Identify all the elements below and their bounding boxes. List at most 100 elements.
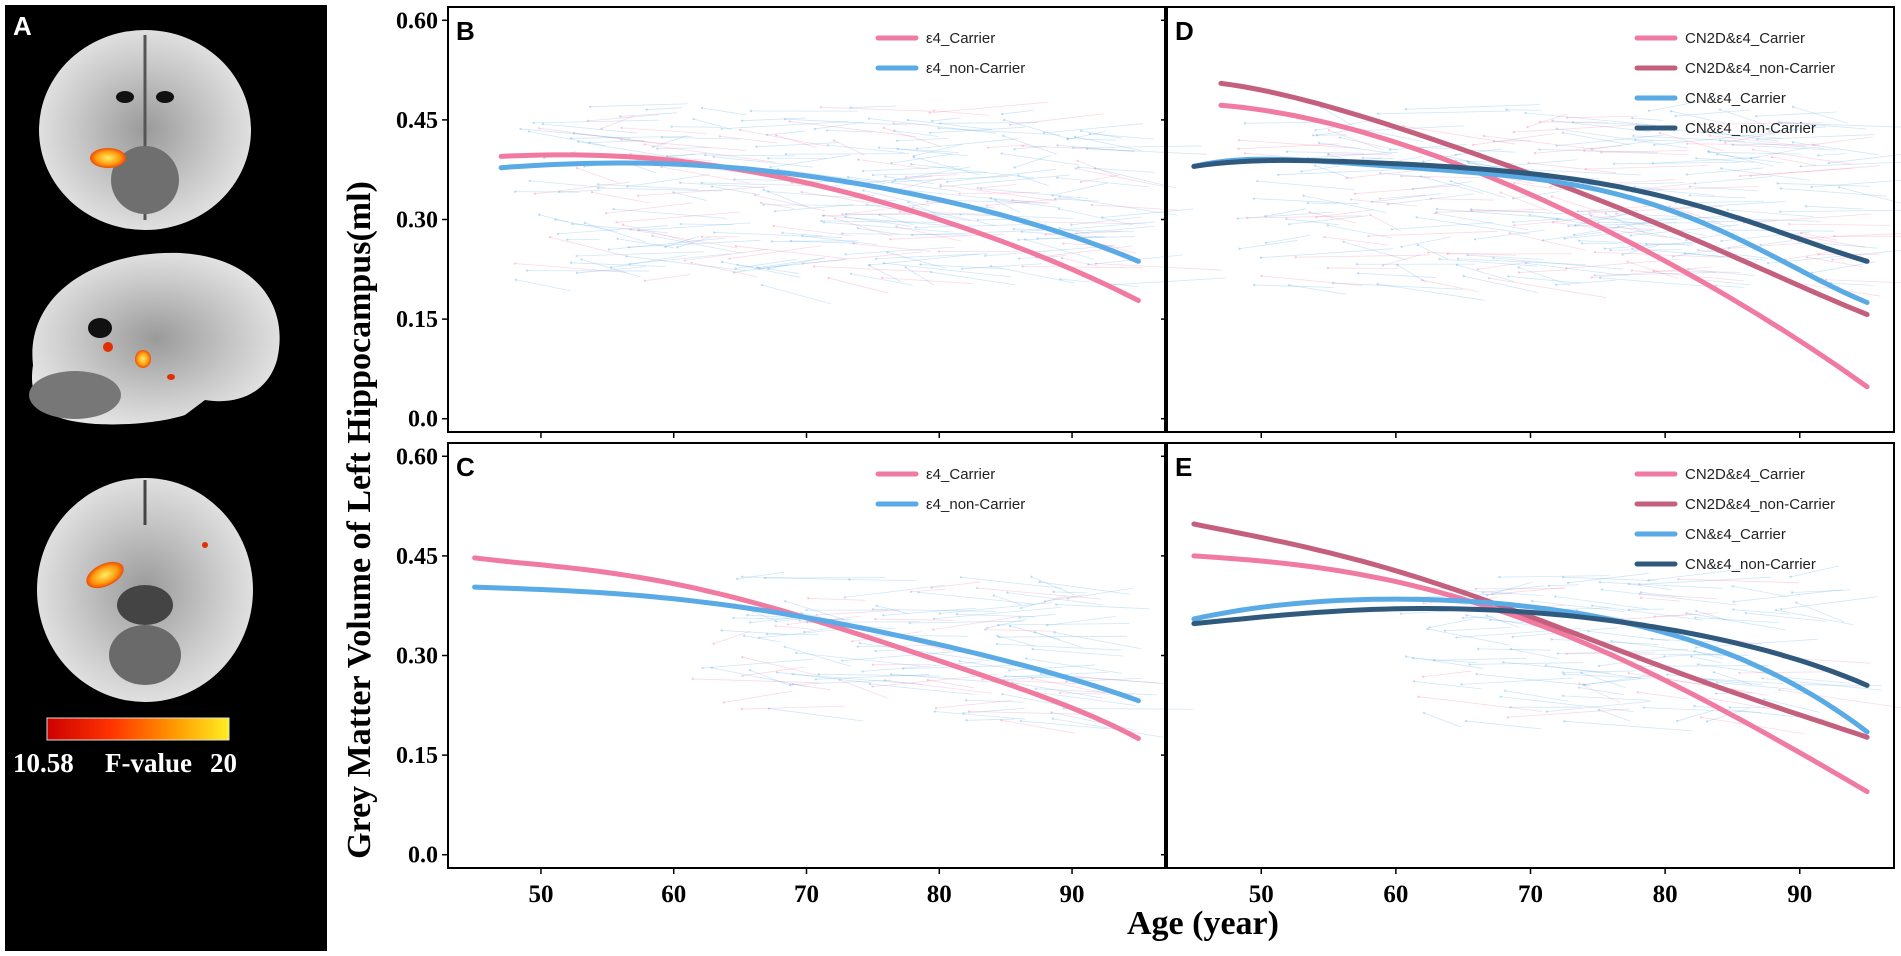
trajectory-line [598, 183, 699, 190]
trajectory-point [929, 270, 933, 274]
trajectory-line [1012, 682, 1103, 699]
trajectory-line [1506, 109, 1542, 111]
trajectory-point [1030, 575, 1033, 579]
trajectory-point [833, 217, 837, 220]
trajectory-point [1001, 692, 1004, 696]
trajectory-point [1621, 253, 1624, 256]
trajectory-point [660, 165, 663, 169]
trajectory-point [1260, 274, 1263, 278]
trajectory-point [1464, 719, 1468, 723]
trajectory-line [1091, 204, 1178, 211]
trajectory-line [570, 135, 693, 139]
trajectory-line [578, 141, 684, 160]
trajectory-line [1032, 678, 1106, 694]
trajectory-point [1588, 211, 1591, 215]
trajectory-point [1087, 263, 1090, 266]
trajectory-line [1686, 167, 1764, 176]
x-tick-label: 60 [1383, 881, 1408, 908]
trajectory-line [1604, 241, 1696, 250]
trajectory-line [1727, 209, 1814, 218]
trajectory-point [660, 136, 664, 139]
trajectory-point [1727, 247, 1730, 250]
trajectory-point [1683, 252, 1686, 255]
trajectory-point [989, 264, 992, 268]
trajectory-point [538, 127, 541, 130]
trajectory-line [1534, 145, 1623, 154]
trajectory-line [868, 118, 997, 134]
trajectory-point [820, 219, 823, 223]
trajectory-line [1057, 144, 1136, 153]
trajectory-point [789, 239, 792, 243]
trajectory-line [850, 105, 897, 108]
trajectory-line [1601, 589, 1737, 606]
x-tick-label: 70 [794, 881, 819, 908]
trajectory-point [525, 269, 529, 272]
trajectory-point [1770, 155, 1774, 159]
trajectory-line [876, 605, 909, 615]
legend-label: CN2D&ε4_non-Carrier [1685, 496, 1835, 513]
trajectory-line [573, 132, 648, 143]
y-tick-label: 0.30 [396, 208, 438, 234]
trajectory-point [795, 651, 798, 655]
trajectory-line [673, 191, 707, 201]
trajectory-line [1057, 177, 1149, 188]
trajectory-line [1539, 149, 1658, 153]
trajectory-point [758, 636, 761, 639]
trajectory-line [1825, 279, 1901, 284]
trajectory-line [1528, 162, 1617, 174]
trajectory-point [1779, 607, 1783, 611]
series-curve-e-2 [1191, 596, 1870, 735]
trajectory-line [1555, 279, 1616, 286]
trajectory-line [628, 239, 761, 248]
trajectory-point [1751, 148, 1755, 151]
trajectory-line [1790, 565, 1840, 578]
trajectory-point [1804, 205, 1808, 208]
trajectory-point [1551, 221, 1555, 224]
trajectory-line [1805, 205, 1864, 210]
trajectory-line [1628, 608, 1664, 611]
trajectory-point [637, 228, 640, 232]
trajectory-point [670, 125, 673, 128]
trajectory-point [683, 259, 686, 262]
trajectory-point [1632, 134, 1635, 138]
trajectory-point [1072, 146, 1075, 149]
trajectory-point [1509, 705, 1512, 709]
trajectory-point [1417, 695, 1420, 698]
trajectory-line [584, 222, 647, 243]
trajectory-point [1688, 194, 1692, 197]
trajectory-point [856, 645, 859, 648]
trajectory-line [1052, 718, 1168, 739]
trajectory-point [1696, 123, 1699, 126]
trajectory-line [1037, 692, 1136, 706]
trajectory-line [1630, 224, 1739, 236]
trajectory-line [1694, 650, 1724, 660]
trajectory-point [1690, 655, 1693, 658]
trajectory-line [933, 606, 1062, 620]
trajectory-point [1376, 282, 1379, 286]
trajectory-line [1791, 233, 1901, 240]
colorbar-min-label: 10.58 [13, 748, 74, 778]
trajectory-line [1436, 208, 1545, 213]
axial-activation [86, 561, 124, 589]
trajectory-point [919, 263, 922, 266]
trajectory-point [1715, 153, 1719, 156]
trajectory-line [1611, 640, 1743, 659]
trajectory-point [1294, 256, 1297, 259]
trajectory-point [1435, 210, 1438, 214]
trajectory-line [1494, 140, 1532, 142]
trajectory-line [1020, 720, 1108, 730]
trajectory-line [1401, 175, 1480, 179]
coronal-activation [90, 148, 126, 168]
trajectory-point [1326, 266, 1330, 270]
trajectory-point [937, 126, 940, 130]
trajectory-line [1637, 691, 1688, 700]
trajectory-line [931, 581, 981, 589]
trajectory-point [1639, 591, 1643, 594]
trajectory-point [1720, 239, 1723, 243]
trajectory-line [894, 166, 971, 181]
trajectory-point [1555, 127, 1559, 130]
trajectory-line [827, 130, 873, 133]
trajectory-point [1720, 167, 1723, 170]
trajectory-point [1253, 283, 1256, 287]
trajectory-point [712, 155, 715, 158]
